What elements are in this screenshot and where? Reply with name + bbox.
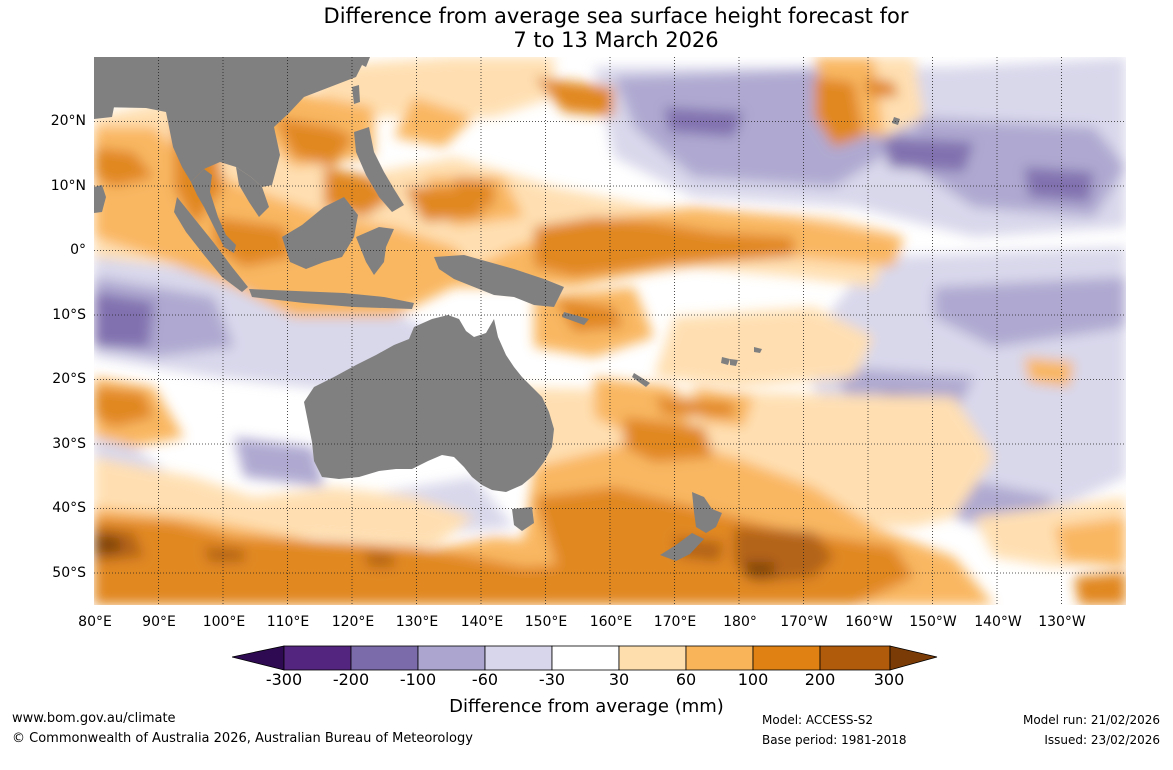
map-title: Difference from average sea surface heig… bbox=[0, 4, 1173, 52]
colorbar-segment-5 bbox=[484, 645, 553, 671]
colorbar-tick-4: -60 bbox=[471, 670, 499, 689]
lon-label-150e: 150°E bbox=[524, 614, 568, 630]
lat-label-equator: 0° bbox=[70, 242, 86, 258]
footer-issued: Issued: 23/02/2026 bbox=[1044, 733, 1160, 747]
colorbar-segment-10 bbox=[819, 645, 891, 671]
sea-surface-height-map bbox=[94, 57, 1126, 605]
footer-model-run: Model run: 21/02/2026 bbox=[1022, 713, 1160, 727]
footer-website: www.bom.gov.au/climate bbox=[12, 711, 176, 726]
colorbar-segment-1 bbox=[232, 645, 285, 671]
colorbar-tick-7: 60 bbox=[675, 670, 697, 689]
colorbar-segment-3 bbox=[350, 645, 419, 671]
colorbar-tick-5: -30 bbox=[538, 670, 566, 689]
title-line-2: 7 to 13 March 2026 bbox=[513, 28, 719, 52]
colorbar-tick-3: -100 bbox=[399, 670, 437, 689]
lon-label-170e: 170°E bbox=[653, 614, 697, 630]
colorbar-segment-11 bbox=[889, 645, 938, 671]
colorbar-segment-2 bbox=[283, 645, 352, 671]
lon-label-100e: 100°E bbox=[202, 614, 246, 630]
lon-label-130e: 130°E bbox=[395, 614, 439, 630]
lat-label-30s: 30°S bbox=[52, 436, 86, 452]
lon-label-180: 180° bbox=[723, 614, 757, 630]
colorbar-segment-9 bbox=[752, 645, 821, 671]
lon-label-150w: 150°W bbox=[909, 614, 957, 630]
lon-label-160w: 160°W bbox=[845, 614, 893, 630]
colorbar-segment-6 bbox=[551, 645, 620, 671]
land-masses bbox=[94, 57, 900, 561]
lat-label-40s: 40°S bbox=[52, 500, 86, 516]
colorbar-segment-7 bbox=[618, 645, 687, 671]
colorbar bbox=[232, 645, 938, 671]
lat-label-50s: 50°S bbox=[52, 565, 86, 581]
lon-label-140e: 140°E bbox=[460, 614, 504, 630]
lon-label-80e: 80°E bbox=[78, 614, 112, 630]
footer-copyright: © Commonwealth of Australia 2026, Austra… bbox=[12, 731, 473, 746]
graticule-lines bbox=[94, 57, 1126, 605]
lon-label-140w: 140°W bbox=[974, 614, 1022, 630]
footer-model: Model: ACCESS-S2 bbox=[762, 713, 874, 727]
colorbar-segment-8 bbox=[685, 645, 754, 671]
lat-label-20s: 20°S bbox=[52, 371, 86, 387]
colorbar-tick-6: 30 bbox=[608, 670, 630, 689]
colorbar-tick-2: -200 bbox=[332, 670, 370, 689]
lon-label-120e: 120°E bbox=[331, 614, 375, 630]
colorbar-tick-9: 200 bbox=[804, 670, 836, 689]
lon-label-160e: 160°E bbox=[589, 614, 633, 630]
colorbar-tick-10: 300 bbox=[873, 670, 905, 689]
colorbar-title: Difference from average (mm) bbox=[449, 696, 724, 717]
lon-label-110e: 110°E bbox=[266, 614, 310, 630]
lat-label-10n: 10°N bbox=[50, 178, 86, 194]
colorbar-segment-4 bbox=[417, 645, 486, 671]
lat-label-20n: 20°N bbox=[50, 113, 86, 129]
footer-base-period: Base period: 1981-2018 bbox=[762, 733, 907, 747]
title-line-1: Difference from average sea surface heig… bbox=[323, 4, 909, 28]
lon-label-170w: 170°W bbox=[780, 614, 828, 630]
colorbar-tick-8: 100 bbox=[737, 670, 769, 689]
lon-label-90e: 90°E bbox=[142, 614, 176, 630]
lat-label-10s: 10°S bbox=[52, 307, 86, 323]
lon-label-130w: 130°W bbox=[1038, 614, 1086, 630]
colorbar-tick-1: -300 bbox=[265, 670, 303, 689]
